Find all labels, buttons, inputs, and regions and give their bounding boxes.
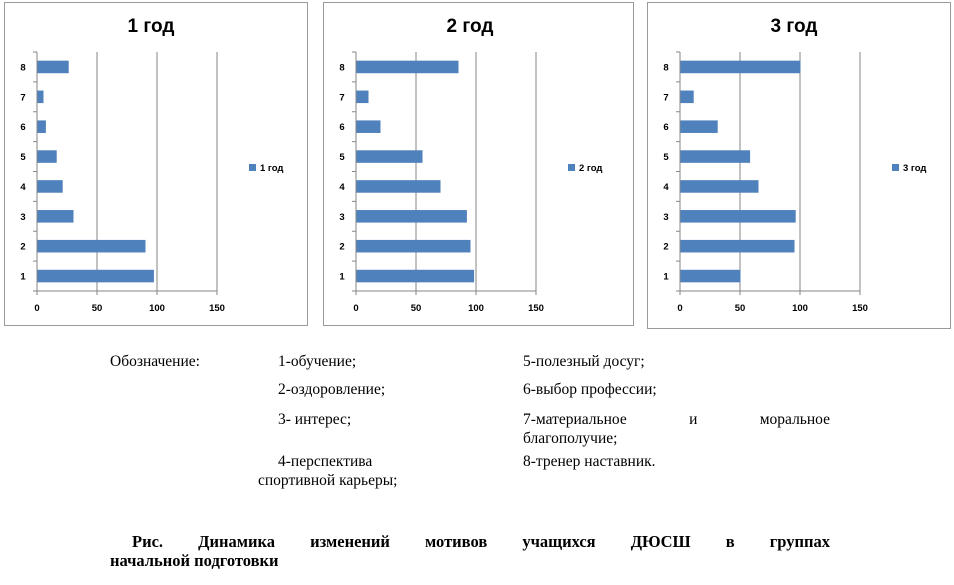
bar-category-1 <box>37 269 154 283</box>
figure-caption: Рис. Динамика изменений мотивов учащихся… <box>110 532 830 570</box>
legend-item-7-word-3: моральное <box>759 411 830 428</box>
bar-category-6 <box>680 120 718 133</box>
bar-category-1 <box>356 269 475 283</box>
bar-category-8 <box>37 60 69 74</box>
chart-panel-year-3: 3 год 0 50 100 150 1 2 3 4 5 6 7 8 3 год <box>647 2 951 329</box>
y-tick-label: 8 <box>20 62 25 73</box>
y-tick-label: 8 <box>339 62 344 73</box>
bar-category-2 <box>680 239 795 253</box>
y-tick-label: 3 <box>20 212 25 223</box>
legend-item-7-cont: благополучие; <box>523 430 618 447</box>
y-tick-label: 6 <box>20 122 25 133</box>
x-tick-label: 50 <box>92 303 103 314</box>
bar-category-3 <box>680 210 796 223</box>
legend-item-6: 6-выбор профессии; <box>523 381 657 398</box>
y-tick-label: 4 <box>339 182 345 193</box>
caption-line-2: начальной подготовки <box>110 551 279 570</box>
chart-panel-year-2: 2 год 0 50 100 150 1 2 3 4 5 6 7 8 2 год <box>323 2 634 326</box>
y-tick-label: 4 <box>20 182 26 193</box>
bar-chart-year-2: 2 год 0 50 100 150 1 2 3 4 5 6 7 8 2 год <box>339 16 602 314</box>
chart-title: 3 год <box>771 16 818 37</box>
legend-label: 1 год <box>260 163 283 174</box>
x-tick-label: 150 <box>852 303 868 314</box>
x-tick-label: 150 <box>528 303 544 314</box>
legend-swatch <box>892 164 899 171</box>
bar-category-7 <box>680 90 694 104</box>
legend-item-3: 3- интерес; <box>278 411 352 428</box>
legend-item-4: 4-перспектива <box>278 453 373 470</box>
x-tick-label: 100 <box>792 303 808 314</box>
y-tick-label: 2 <box>20 242 25 253</box>
caption-line-1: Рис. Динамика изменений мотивов учащихся… <box>132 532 830 551</box>
x-tick-label: 0 <box>353 303 358 314</box>
y-tick-label: 1 <box>339 272 345 283</box>
x-tick-label: 100 <box>149 303 165 314</box>
y-tick-label: 5 <box>339 152 345 163</box>
bar-category-5 <box>37 150 57 163</box>
bar-category-2 <box>356 239 471 253</box>
x-tick-label: 0 <box>34 303 39 314</box>
legend-item-8: 8-тренер наставник. <box>523 453 656 470</box>
legend-label: 2 год <box>579 163 602 174</box>
y-tick-label: 6 <box>339 122 344 133</box>
legend-swatch <box>249 164 256 171</box>
chart-title: 2 год <box>447 16 494 37</box>
bar-category-7 <box>356 90 369 104</box>
bar-category-7 <box>37 90 44 104</box>
y-tick-label: 3 <box>339 212 344 223</box>
y-tick-label: 7 <box>339 92 344 103</box>
bar-category-5 <box>356 150 423 163</box>
y-tick-label: 3 <box>663 212 668 223</box>
y-tick-label: 7 <box>20 92 25 103</box>
legend-item-1: 1-обучение; <box>278 353 357 370</box>
bar-category-2 <box>37 239 146 253</box>
legend-heading: Обозначение: <box>110 353 200 370</box>
legend-item-5: 5-полезный досуг; <box>523 353 645 370</box>
x-tick-label: 0 <box>677 303 682 314</box>
x-tick-label: 50 <box>735 303 746 314</box>
y-tick-label: 2 <box>663 242 668 253</box>
y-tick-label: 4 <box>663 182 669 193</box>
legend-swatch <box>568 164 575 171</box>
legend-item-4-cont: спортивной карьеры; <box>258 472 398 489</box>
legend-item-7: 7-материальное и моральное <box>523 410 830 429</box>
bar-chart-year-1: 1 год 0 50 100 150 1 2 3 4 5 6 7 8 1 год <box>20 16 283 314</box>
bar-category-4 <box>680 180 759 193</box>
x-tick-label: 150 <box>209 303 225 314</box>
x-tick-label: 100 <box>468 303 484 314</box>
bar-category-6 <box>356 120 381 133</box>
y-tick-label: 7 <box>663 92 668 103</box>
bar-category-3 <box>37 210 74 223</box>
y-tick-label: 1 <box>20 272 26 283</box>
chart-panel-year-1: 1 год 0 50 100 150 1 2 3 4 5 6 7 8 1 год <box>4 2 308 326</box>
bar-category-4 <box>356 180 441 193</box>
x-tick-label: 50 <box>411 303 422 314</box>
bar-category-5 <box>680 150 751 163</box>
legend-item-7-word-2: и <box>689 411 698 428</box>
bar-category-1 <box>680 269 741 283</box>
bar-category-8 <box>680 60 801 74</box>
legend-item-2: 2-оздоровление; <box>278 381 386 398</box>
bar-category-6 <box>37 120 46 133</box>
bar-category-3 <box>356 210 467 223</box>
motive-legend: Обозначение: 1-обучение; 2-оздоровление;… <box>110 353 830 489</box>
y-tick-label: 1 <box>663 272 669 283</box>
y-tick-label: 5 <box>663 152 669 163</box>
y-tick-label: 5 <box>20 152 26 163</box>
bar-chart-year-3: 3 год 0 50 100 150 1 2 3 4 5 6 7 8 3 год <box>663 16 926 314</box>
y-tick-label: 8 <box>663 62 668 73</box>
y-tick-label: 6 <box>663 122 668 133</box>
legend-item-7-word-1: 7-материальное <box>523 411 627 428</box>
bar-category-8 <box>356 60 459 74</box>
chart-title: 1 год <box>128 16 175 37</box>
bar-category-4 <box>37 180 63 193</box>
legend-label: 3 год <box>903 163 926 174</box>
y-tick-label: 2 <box>339 242 344 253</box>
